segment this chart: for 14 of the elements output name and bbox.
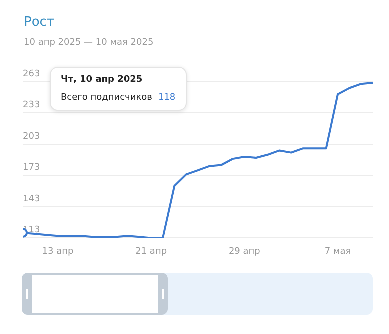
annotation: Чт, 10 апр 2025 [61, 75, 144, 85]
x-tick-label: 13 апр [42, 246, 74, 257]
y-tick-label: 263 [23, 69, 40, 80]
x-tick-label: 21 апр [136, 246, 168, 257]
y-tick-label: 203 [23, 132, 40, 142]
y-tick-label: 173 [23, 163, 40, 174]
y-tick-label: 143 [23, 194, 40, 204]
chart-title: Рост [24, 15, 55, 30]
x-tick-label: 7 мая [324, 246, 352, 257]
y-tick-label: 233 [23, 100, 40, 111]
x-tick-label: 29 апр [228, 246, 261, 257]
annotation: Всего подписчиков [61, 93, 152, 103]
annotation: 118 [158, 93, 176, 103]
chart-subtitle: 10 апр 2025 — 10 мая 2025 [24, 38, 154, 48]
